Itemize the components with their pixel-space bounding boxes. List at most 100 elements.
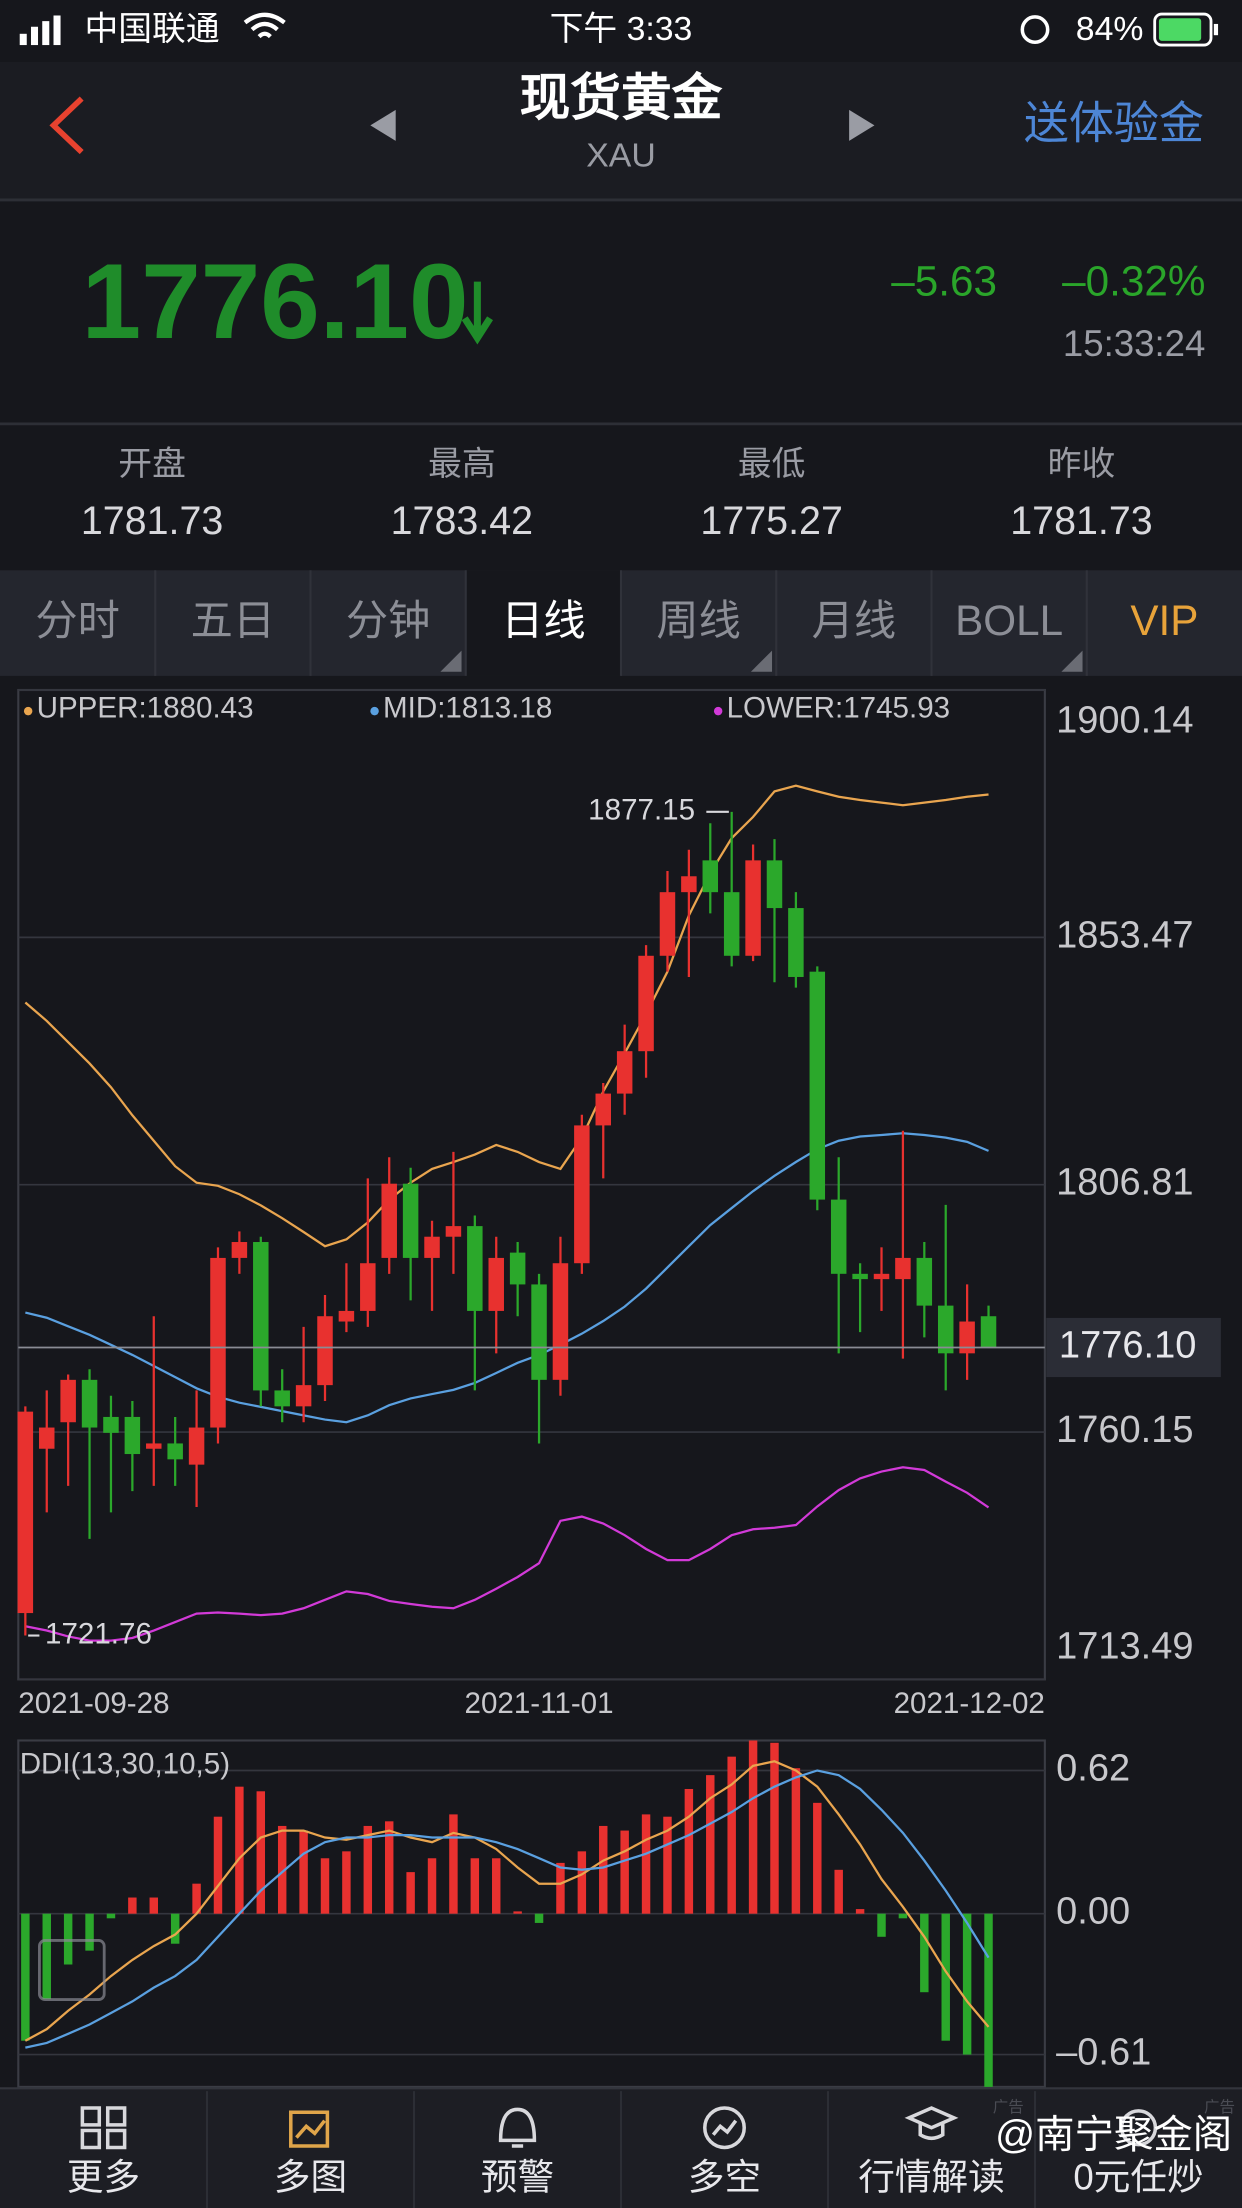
tab[interactable]: VIP xyxy=(1130,597,1198,644)
toolbar-button[interactable]: 0元任炒 xyxy=(1073,2157,1203,2198)
toolbar-button[interactable]: 多图 xyxy=(274,2157,347,2198)
ddi-bar xyxy=(577,1851,587,1914)
candle-body xyxy=(659,892,676,956)
battery-cap xyxy=(1213,23,1219,36)
candle-body xyxy=(360,1263,376,1311)
ddi-bar xyxy=(449,1814,458,1914)
ddi-bar xyxy=(706,1775,715,1914)
y-tick-label: 1853.47 xyxy=(1056,914,1193,956)
subtitle: XAU xyxy=(586,137,655,175)
tabs: 分时 五日 分钟 日线 周线 月线 BOLL VIP xyxy=(35,570,1198,676)
ddi-bar xyxy=(513,1911,522,1914)
ddi-bar xyxy=(770,1742,779,1914)
candle-body xyxy=(916,1257,933,1306)
toolbar-icon xyxy=(703,2106,746,2150)
carrier: 中国联通 xyxy=(84,10,219,48)
toolbar-button[interactable]: 行情解读 xyxy=(858,2157,1004,2198)
tab-active-bg xyxy=(465,570,621,676)
ddi-bar xyxy=(620,1830,629,1914)
ddi-bar xyxy=(898,1913,908,1919)
stat-label: 开盘 xyxy=(118,445,186,483)
tab[interactable]: 周线 xyxy=(656,597,740,644)
candle-body xyxy=(210,1257,226,1428)
back-button[interactable] xyxy=(49,96,84,155)
toolbar-button[interactable]: 更多 xyxy=(67,2157,140,2198)
band-line xyxy=(25,1132,989,1424)
tab[interactable]: 分钟 xyxy=(346,597,430,644)
tab[interactable]: BOLL xyxy=(955,597,1063,644)
lock-icon xyxy=(1020,15,1050,45)
candle-body xyxy=(39,1427,55,1449)
candle-body xyxy=(574,1125,590,1264)
ddi-bar xyxy=(941,1913,950,2041)
candle-body xyxy=(702,860,719,893)
tab[interactable]: 月线 xyxy=(812,597,896,644)
ddi-bar xyxy=(641,1814,651,1914)
toolbar-icon xyxy=(498,2107,537,2148)
candle-body xyxy=(167,1443,183,1460)
min-label: 1721.76 xyxy=(45,1617,152,1650)
legend-dot xyxy=(23,706,33,716)
max-label: 1877.15 xyxy=(588,794,695,827)
ddi-bar xyxy=(534,1913,544,1923)
ddi-bar xyxy=(663,1816,672,1914)
candle-body xyxy=(788,908,804,977)
candle-body xyxy=(980,1316,997,1348)
ddi-bar xyxy=(791,1768,801,1914)
ddi-line xyxy=(25,1769,990,2049)
candle-body xyxy=(959,1321,975,1354)
ddi-bar xyxy=(877,1913,886,1937)
toolbar-icon xyxy=(80,2106,127,2150)
stat-value: 1775.27 xyxy=(700,499,842,543)
ddi-bar xyxy=(834,1869,843,1914)
prev-button[interactable] xyxy=(370,109,396,141)
ddi-bar xyxy=(342,1851,351,1914)
toolbar-button[interactable]: 多空 xyxy=(688,2157,761,2198)
toolbar-icon xyxy=(289,2110,330,2148)
battery-fill xyxy=(1158,18,1202,41)
ddi-line xyxy=(24,1760,990,2042)
ddi-bar xyxy=(192,1883,201,1914)
candle-body xyxy=(830,1199,847,1274)
ddi-chart: 0.62 0.00 –0.61 DDI(13,30,10,5) xyxy=(17,1739,1151,2088)
ddi-bar xyxy=(427,1858,437,1914)
change-percent: –0.32% xyxy=(1062,258,1205,305)
trial-gold-button[interactable]: 送体验金 xyxy=(1024,98,1204,149)
ddi-bar xyxy=(106,1913,116,1919)
candle-body xyxy=(723,892,740,956)
candle-body xyxy=(488,1257,504,1311)
candle-body xyxy=(509,1252,526,1285)
fullscreen-button[interactable] xyxy=(38,1939,106,2001)
toolbar-button[interactable]: 预警 xyxy=(481,2157,554,2198)
candle-body xyxy=(937,1305,954,1354)
x-tick-label: 2021-12-02 xyxy=(894,1687,1045,1720)
next-button[interactable] xyxy=(849,109,875,141)
candle-body xyxy=(60,1379,76,1423)
stat-label: 最低 xyxy=(738,445,806,483)
tab[interactable]: 分时 xyxy=(35,597,119,644)
quote-time: 15:33:24 xyxy=(1063,323,1206,364)
candle-body xyxy=(895,1257,911,1280)
ddi-bar xyxy=(170,1913,180,1944)
candle-body xyxy=(445,1226,462,1237)
y-tick-label: 1900.14 xyxy=(1056,699,1193,741)
ddi-bar xyxy=(320,1858,330,1914)
ddi-bar xyxy=(920,1913,929,1993)
change: –5.63 xyxy=(891,258,997,305)
candle-body xyxy=(681,876,697,893)
tab[interactable]: 日线 xyxy=(501,597,585,644)
ddi-bar xyxy=(406,1872,415,1914)
ddi-bar xyxy=(384,1821,394,1914)
candle-body xyxy=(766,860,783,909)
candle-body xyxy=(81,1379,98,1428)
ddi-bar xyxy=(277,1825,287,1914)
tab[interactable]: 五日 xyxy=(191,597,275,644)
candle-body xyxy=(467,1226,483,1311)
price-tag-label: 1776.10 xyxy=(1059,1325,1196,1367)
signal-bar xyxy=(19,33,27,46)
candle-body xyxy=(745,860,761,956)
legend-label: UPPER:1880.43 xyxy=(37,692,254,725)
candle-body xyxy=(231,1242,248,1258)
candle-body xyxy=(852,1273,868,1280)
